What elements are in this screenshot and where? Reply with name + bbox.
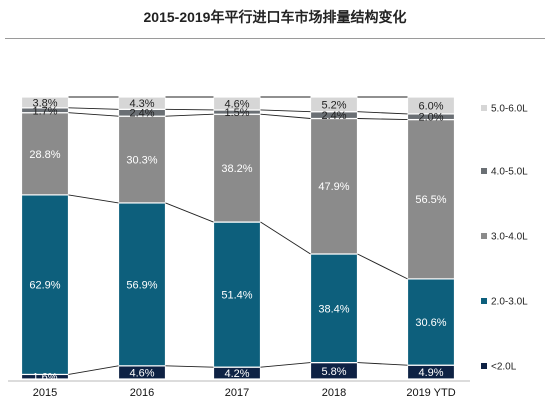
legend-item: 4.0-5.0L <box>481 167 528 178</box>
bar-3-0-4-0l-2016 <box>117 115 167 204</box>
bar-3-0-4-0l-2015 <box>20 112 70 196</box>
data-label: 28.8% <box>29 149 60 161</box>
series-connector-line <box>260 221 311 255</box>
data-label: 4.9% <box>418 367 443 379</box>
series-connector-line <box>68 194 119 204</box>
bar-2-0-3-0l-2015 <box>20 194 70 376</box>
series-connector-line <box>357 118 408 121</box>
legend-swatch <box>481 233 487 239</box>
x-tick-label: 2019 YTD <box>406 387 455 399</box>
series-connector-line <box>165 113 214 117</box>
bar-layer <box>20 96 456 380</box>
legend-label: 2.0-3.0L <box>491 297 528 308</box>
series-connector-line <box>357 253 408 280</box>
legend-item: 3.0-4.0L <box>481 232 528 243</box>
legend-swatch <box>481 105 487 111</box>
bar-3-0-4-0l-2018 <box>309 117 359 255</box>
series-connector-line <box>68 365 119 375</box>
x-tick-label: 2016 <box>130 387 154 399</box>
bar-5-0-6-0l-2019-ytd <box>406 96 456 115</box>
data-label: 56.5% <box>415 194 446 206</box>
bar-5-0-6-0l-2018 <box>309 96 359 113</box>
x-tick-label: 2017 <box>225 387 249 399</box>
data-label: 6.0% <box>418 100 443 112</box>
data-label: 56.9% <box>126 279 157 291</box>
x-axis-ticks: 2015 2016 2017 2018 2019 YTD <box>33 387 456 399</box>
series-connector-line <box>165 108 214 111</box>
data-label: 47.9% <box>318 181 349 193</box>
title-divider <box>5 38 545 39</box>
legend-swatch <box>481 363 487 369</box>
data-label-layer: 1.6% 62.9% 28.8% 1.7%3.8% 4.6% 56.9% 30.3% 2.4%… <box>29 97 446 383</box>
data-label: 5.8% <box>321 366 346 378</box>
data-label: 2.4% <box>321 110 346 122</box>
x-tick-label: 2018 <box>322 387 346 399</box>
bar-2-0-3-0l-2017 <box>212 221 262 368</box>
series-connector-line <box>260 113 311 119</box>
data-label: 2.4% <box>129 108 154 120</box>
series-connector-line <box>260 362 311 368</box>
series-connector-line <box>357 362 408 366</box>
x-tick-label: 2015 <box>33 387 57 399</box>
bar-5-0-6-0l-2016 <box>117 96 167 110</box>
legend-item: 5.0-6.0L <box>481 104 528 115</box>
legend-swatch <box>481 298 487 304</box>
legend-label: <2.0L <box>491 362 517 373</box>
legend-label: 4.0-5.0L <box>491 167 528 178</box>
data-label: 62.9% <box>29 280 60 292</box>
series-connector-line <box>260 109 311 113</box>
legend-swatch <box>481 168 487 174</box>
legend: 5.0-6.0L 4.0-5.0L 3.0-4.0L 2.0-3.0L <2.0L <box>481 104 528 373</box>
bar-2-0-3-0l-2016 <box>117 202 167 367</box>
series-connector-line <box>68 112 119 117</box>
series-connector-line <box>357 111 408 115</box>
data-label: 4.6% <box>224 98 249 110</box>
data-label: 1.6% <box>32 372 57 384</box>
data-label: 4.3% <box>129 98 154 110</box>
data-label: 30.3% <box>126 155 157 167</box>
series-connector-line <box>68 107 119 110</box>
data-label: 2.0% <box>418 112 443 124</box>
series-connector-line <box>165 365 214 368</box>
legend-label: 3.0-4.0L <box>491 232 528 243</box>
data-label: 4.2% <box>224 368 249 380</box>
data-label: 30.6% <box>415 317 446 329</box>
legend-item: 2.0-3.0L <box>481 297 528 308</box>
series-connector-line <box>165 202 214 223</box>
data-label: 38.2% <box>221 163 252 175</box>
connector-layer <box>68 96 408 375</box>
chart-title: 2015-2019年平行进口车市场排量结构变化 <box>143 9 407 25</box>
legend-item: <2.0L <box>481 362 517 373</box>
data-label: 38.4% <box>318 303 349 315</box>
legend-label: 5.0-6.0L <box>491 104 528 115</box>
bar-5-0-6-0l-2015 <box>20 96 70 109</box>
bar-2-0-3-0l-2018 <box>309 253 359 364</box>
data-label: 1.7% <box>32 105 57 117</box>
data-label: 3.8% <box>32 97 57 109</box>
bar-5-0-6-0l-2017 <box>212 96 262 111</box>
data-label: 5.2% <box>321 99 346 111</box>
data-label: 1.5% <box>224 107 249 119</box>
data-label: 4.6% <box>129 367 154 379</box>
data-label: 51.4% <box>221 290 252 302</box>
bar-3-0-4-0l-2017 <box>212 113 262 223</box>
